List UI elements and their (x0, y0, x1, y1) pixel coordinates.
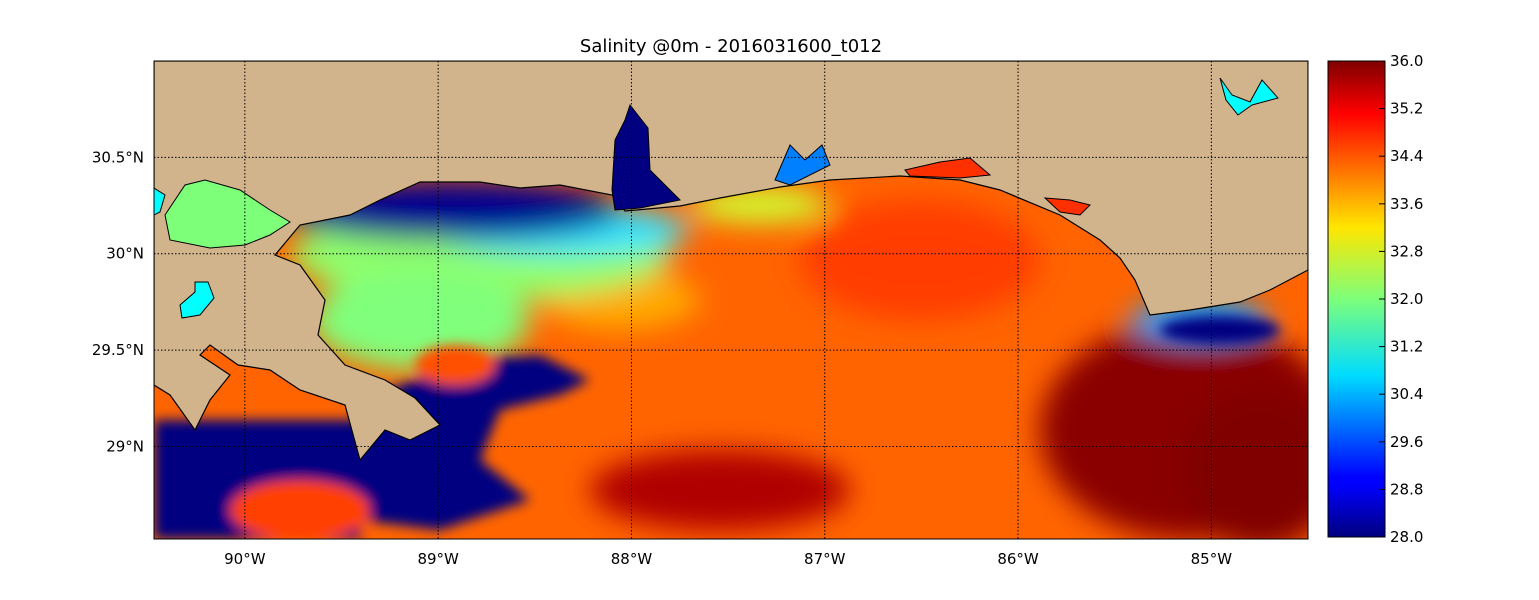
bay-pensacola (774, 144, 831, 186)
y-tick-label: 29.5°N (92, 341, 144, 359)
x-tick-label: 90°W (224, 550, 266, 568)
x-axis: 90°W 89°W 88°W 87°W 86°W 85°W (224, 550, 1232, 568)
salinity-field (154, 61, 1308, 539)
colorbar-tick-label: 34.4 (1390, 147, 1423, 165)
colorbar-tick-label: 28.8 (1390, 480, 1423, 498)
colorbar-tick-label: 33.6 (1390, 195, 1423, 213)
lake-northeast (1219, 77, 1279, 116)
colorbar-tick-label: 30.4 (1390, 385, 1423, 403)
land (154, 61, 1308, 462)
bay-choctawhatchee (904, 157, 992, 179)
y-tick-label: 30°N (106, 245, 144, 263)
colorbar-ticks: 28.0 28.8 29.6 30.4 31.2 32.0 32.8 33.6 34.4 35.2… (1379, 52, 1423, 546)
lake-left-edge (154, 187, 166, 216)
y-tick-label: 29°N (106, 437, 144, 455)
lake-pontchartrain (164, 179, 291, 249)
colorbar-tick-label: 29.6 (1390, 433, 1423, 451)
colorbar-tick-label: 32.0 (1390, 290, 1423, 308)
bay-st-andrew (1043, 197, 1091, 216)
x-tick-label: 86°W (997, 550, 1039, 568)
gridlines (154, 61, 1308, 539)
chart-title: Salinity @0m - 2016031600_t012 (579, 36, 883, 57)
colorbar-tick-label: 35.2 (1390, 100, 1423, 118)
y-tick-label: 30.5°N (92, 148, 144, 166)
colorbar-tick-label: 36.0 (1390, 52, 1423, 70)
x-tick-label: 89°W (417, 550, 459, 568)
x-tick-label: 87°W (804, 550, 846, 568)
colorbar (1327, 60, 1386, 538)
y-axis: 30.5°N 30°N 29.5°N 29°N (92, 148, 144, 455)
colorbar-tick-label: 32.8 (1390, 242, 1423, 260)
lake-maurepas (179, 281, 215, 319)
plot-frame (153, 60, 1309, 540)
colorbar-tick-label: 31.2 (1390, 338, 1423, 356)
colorbar-tick-label: 28.0 (1390, 528, 1423, 546)
x-tick-label: 85°W (1191, 550, 1233, 568)
x-tick-label: 88°W (611, 550, 653, 568)
